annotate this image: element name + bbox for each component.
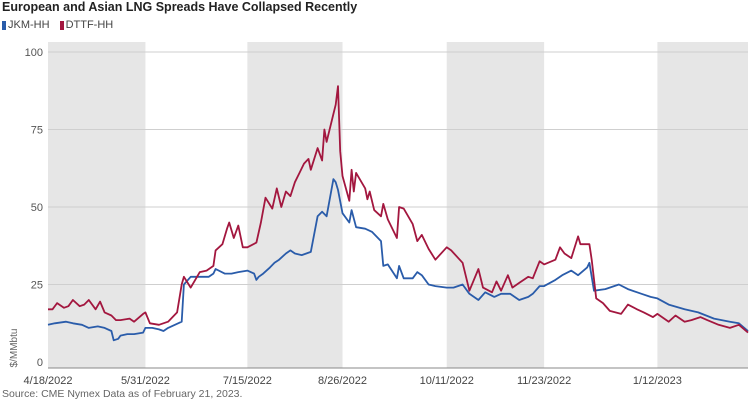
legend-swatch-jkm (2, 20, 6, 30)
x-tick-label-2: 7/15/2022 (223, 375, 272, 387)
shaded-band-0 (48, 42, 146, 368)
x-tick-label-4: 10/11/2022 (420, 375, 474, 387)
y-tick-label-25: 25 (31, 280, 43, 292)
x-tick-label-1: 5/31/2022 (121, 375, 170, 387)
x-tick-label-3: 8/26/2022 (318, 375, 367, 387)
legend-item-dttf: DTTF-HH (59, 19, 114, 31)
x-tick-label-0: 4/18/2022 (24, 375, 73, 387)
legend: JKM-HH DTTF-HH (2, 19, 113, 31)
series-line-jkm-hh (47, 178, 749, 342)
x-tick-label-5: 11/23/2022 (517, 375, 571, 387)
legend-swatch-dttf (59, 20, 64, 30)
series-line-dttf-hh (48, 85, 749, 334)
legend-label-dttf: DTTF-HH (65, 19, 114, 31)
shaded-band-1 (247, 42, 343, 368)
y-axis-label: $/MMbtu (9, 329, 20, 368)
legend-label-jkm: JKM-HH (8, 19, 50, 31)
y-tick-label-75: 75 (31, 125, 43, 137)
source-note: Source: CME Nymex Data as of February 21… (2, 388, 243, 400)
y-tick-label-50: 50 (31, 202, 43, 214)
legend-item-jkm: JKM-HH (2, 19, 50, 31)
x-tick-label-6: 1/12/2023 (633, 375, 682, 387)
chart-title: European and Asian LNG Spreads Have Coll… (2, 0, 358, 14)
shaded-band-2 (446, 42, 545, 368)
y-tick-label-0: 0 (37, 357, 43, 369)
y-tick-label-100: 100 (25, 47, 43, 59)
